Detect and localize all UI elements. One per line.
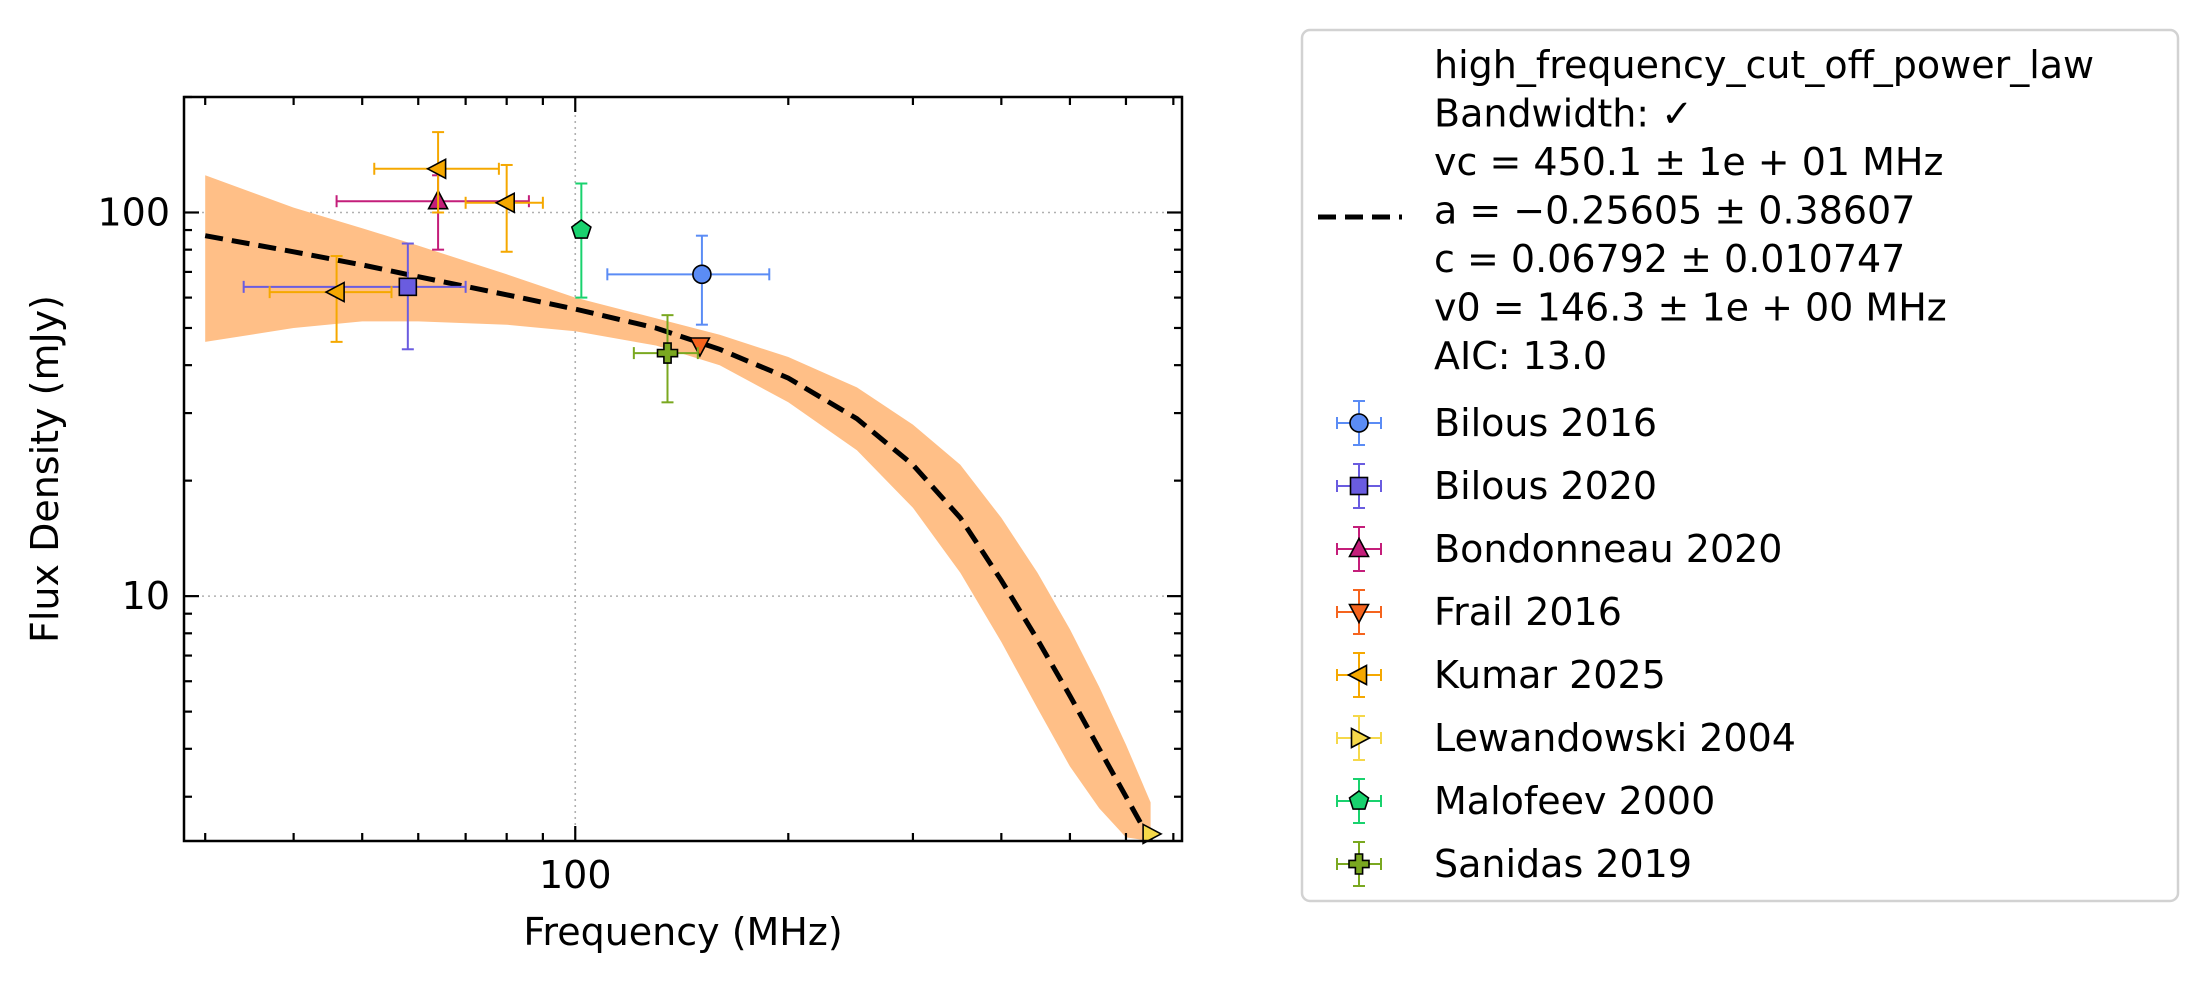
data-point-marker: [494, 191, 516, 214]
legend-fit-line-4: c = 0.06792 ± 0.010747: [1434, 237, 1905, 281]
data-point-marker: [570, 219, 592, 239]
fit-uncertainty-band: [205, 175, 1151, 841]
legend-marker: [1348, 603, 1370, 625]
legend-marker: [1350, 727, 1372, 749]
data-point-marker: [689, 337, 711, 358]
data-point-marker: [1142, 823, 1163, 845]
series-3: [689, 337, 711, 358]
series-0: [606, 234, 771, 326]
legend-entry: Bilous 2016: [1336, 400, 1657, 446]
legend-marker: [1348, 536, 1370, 558]
legend-label: Bondonneau 2020: [1434, 527, 1782, 571]
y-tick-label: 100: [97, 190, 170, 234]
legend-label: Bilous 2020: [1434, 464, 1657, 508]
axis-ticks: 100 10 100: [97, 95, 1182, 897]
legend-marker: [1348, 853, 1370, 875]
series-7: [632, 314, 699, 404]
grid: [184, 97, 1182, 841]
series-4: [268, 131, 544, 343]
legend-label: Sanidas 2019: [1434, 842, 1692, 886]
legend-fit-line-0: high_frequency_cut_off_power_law: [1434, 43, 2094, 87]
data-point-marker: [425, 157, 447, 180]
legend-fit-line-3: a = −0.25605 ± 0.38607: [1434, 189, 1915, 233]
legend-entry: Bilous 2020: [1336, 463, 1657, 509]
legend-entry: Sanidas 2019: [1336, 841, 1692, 887]
data-point-marker: [324, 281, 345, 303]
legend-marker: [1349, 413, 1369, 433]
data-point-marker: [692, 264, 712, 285]
legend-label: Frail 2016: [1434, 590, 1622, 634]
fit-band-layer: [205, 175, 1151, 841]
legend-fit-line-6: AIC: 13.0: [1434, 334, 1607, 378]
data-point-marker: [398, 277, 418, 297]
plot-frame: [182, 95, 1184, 843]
y-axis-label: Flux Density (mJy): [23, 295, 67, 643]
legend-entry: Frail 2016: [1336, 589, 1622, 635]
legend-entry: Lewandowski 2004: [1336, 715, 1796, 761]
x-axis-label: Frequency (MHz): [523, 910, 842, 954]
legend-label: Kumar 2025: [1434, 653, 1666, 697]
legend-marker: [1348, 790, 1370, 810]
legend-fit-line-2: vc = 450.1 ± 1e + 01 MHz: [1434, 140, 1943, 184]
legend-fit-text: high_frequency_cut_off_power_law Bandwidt…: [1434, 43, 2094, 378]
legend-label: Malofeev 2000: [1434, 779, 1715, 823]
x-tick-label: 100: [539, 853, 612, 897]
series-1: [242, 242, 467, 351]
legend-entry: Kumar 2025: [1336, 652, 1666, 698]
series-5: [1142, 823, 1163, 845]
data-point-marker: [656, 342, 679, 364]
legend-label: Lewandowski 2004: [1434, 716, 1796, 760]
legend-fit-line-5: v0 = 146.3 ± 1e + 00 MHz: [1434, 286, 1947, 330]
legend-fit-line-1: Bandwidth: ✓: [1434, 92, 1693, 136]
legend-frame: [1300, 28, 2180, 903]
legend-label: Bilous 2016: [1434, 401, 1657, 445]
legend-series-list: Bilous 2016 Bilous 2020 Bondonneau 2020 Fra…: [1336, 400, 1796, 887]
data-points: [242, 131, 1163, 845]
legend-marker: [1349, 476, 1369, 496]
legend-entry: Bondonneau 2020: [1336, 526, 1782, 572]
legend: high_frequency_cut_off_power_law Bandwidt…: [1300, 28, 2180, 903]
y-tick-label: 10: [122, 574, 170, 618]
series-6: [570, 182, 592, 299]
legend-marker: [1346, 664, 1368, 686]
legend-entry: Malofeev 2000: [1336, 778, 1715, 824]
